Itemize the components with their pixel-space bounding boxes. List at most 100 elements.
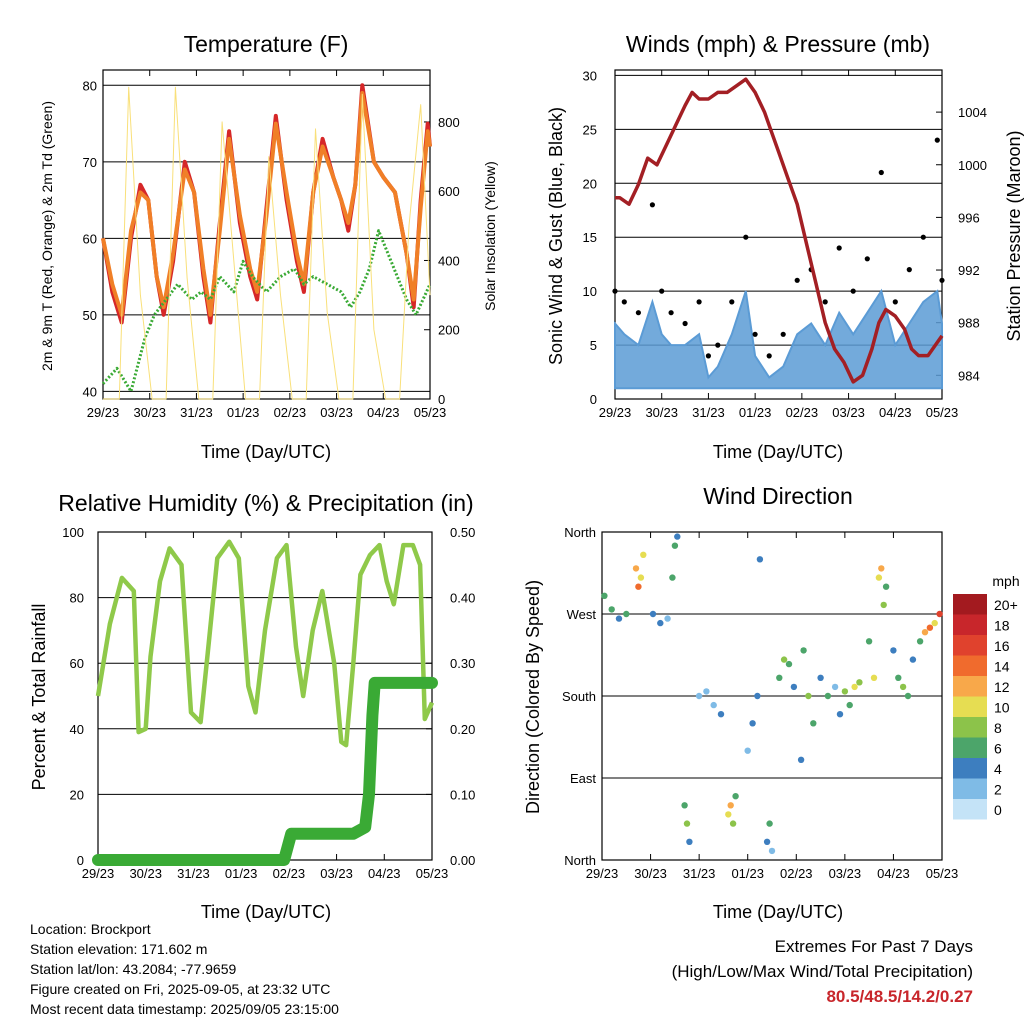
winds-y2-tick-label: 996 [958, 210, 980, 225]
temperature-right-axis-label: Solar Insolation (Yellow) [482, 161, 498, 311]
winds-gust-point [939, 277, 945, 283]
winds-gust-point [635, 310, 642, 316]
direction-point [744, 747, 751, 754]
direction-x-axis-label: Time (Day/UTC) [713, 902, 843, 922]
temperature-panel: Temperature (F) 2m & 9m T (Red, Orange) … [39, 31, 498, 462]
legend-label: 8 [994, 720, 1002, 736]
station-latlon: Station lat/lon: 43.2084; -77.9659 [30, 961, 237, 977]
direction-point [725, 811, 732, 818]
winds-gust-point [766, 353, 772, 359]
winds-title: Winds (mph) & Pressure (mb) [626, 31, 930, 57]
temperature-title: Temperature (F) [184, 31, 349, 57]
direction-point [703, 688, 710, 695]
humidity-series-total-precipitation [92, 676, 438, 866]
legend-label: 4 [994, 761, 1002, 777]
humidity-y-tick-label: 60 [70, 656, 84, 671]
humidity-x-tick-label: 02/23 [273, 866, 306, 881]
temperature-series-solar-insolation [103, 86, 431, 400]
direction-y-tick-label: South [562, 689, 596, 704]
winds-gust-point [659, 288, 665, 294]
direction-point [649, 610, 657, 618]
legend-swatch [953, 799, 987, 820]
winds-gust-point [822, 299, 828, 305]
humidity-left-axis-label: Percent & Total Rainfall [29, 604, 49, 791]
legend-label: 10 [994, 700, 1010, 716]
speed-color-legend: mph 20+ 18 16 14 12 10 8 6 4 2 0 [953, 573, 1020, 820]
temperature-x-tick-label: 05/23 [414, 405, 447, 420]
temperature-y2-tick-label: 400 [438, 253, 460, 268]
direction-point [756, 556, 764, 563]
humidity-y-tick-label: 0 [77, 853, 84, 868]
winds-y-tick-label: 15 [583, 230, 597, 245]
direction-point [856, 679, 863, 686]
winds-y2-tick-label: 988 [958, 316, 980, 331]
winds-gust-point [715, 342, 721, 348]
legend-label: 18 [994, 618, 1010, 634]
direction-point [805, 692, 812, 700]
direction-point [909, 656, 917, 663]
winds-gust-point [934, 137, 940, 143]
direction-point [846, 701, 853, 709]
legend-swatch [953, 758, 987, 779]
direction-point [640, 551, 647, 558]
humidity-y2-tick-label: 0.30 [450, 656, 475, 671]
direction-point [904, 692, 912, 700]
direction-point [882, 583, 890, 590]
temperature-y2-tick-label: 200 [438, 323, 460, 338]
legend-swatch [953, 614, 987, 635]
winds-gust-point [729, 299, 735, 305]
direction-y-tick-label: West [567, 607, 597, 622]
station-location: Location: Brockport [30, 921, 151, 937]
legend-label: 20+ [994, 597, 1018, 613]
winds-gust-point [649, 202, 656, 208]
direction-x-tick-label: 31/23 [683, 866, 716, 881]
direction-point [865, 638, 873, 645]
winds-gust-point [892, 299, 898, 305]
extremes-values: 80.5/48.5/14.2/0.27 [826, 987, 973, 1006]
winds-gust-point [850, 288, 856, 294]
direction-point [664, 615, 671, 622]
winds-gust-point [794, 277, 800, 283]
temperature-x-tick-label: 31/23 [180, 405, 213, 420]
winds-y-tick-label: 10 [583, 284, 597, 299]
direction-x-tick-label: 02/23 [780, 866, 813, 881]
winds-y-tick-label: 25 [583, 122, 597, 137]
temperature-y2-tick-label: 0 [438, 392, 445, 407]
temperature-y-tick-label: 40 [83, 384, 97, 399]
most-recent-timestamp: Most recent data timestamp: 2025/09/05 2… [30, 1001, 339, 1017]
winds-series-station-pressure [615, 77, 944, 384]
direction-point [710, 701, 717, 709]
direction-point [880, 601, 887, 609]
humidity-series-relative-humidity [95, 539, 435, 748]
direction-point [780, 656, 788, 663]
direction-point [870, 674, 878, 681]
figure-created: Figure created on Fri, 2025-09-05, at 23… [30, 981, 331, 997]
direction-point [878, 565, 885, 572]
legend-swatch [953, 737, 987, 758]
winds-gust-point [668, 310, 674, 316]
station-info-block: Location: Brockport Station elevation: 1… [30, 919, 339, 1019]
winds-x-tick-label: 29/23 [599, 405, 632, 420]
winds-gust-point [878, 169, 884, 176]
winds-y2-tick-label: 1000 [958, 158, 987, 173]
temperature-y-tick-label: 60 [83, 231, 97, 246]
direction-point [895, 674, 902, 681]
winds-y-tick-label: 5 [590, 338, 597, 353]
legend-label: 2 [994, 782, 1002, 798]
direction-point [817, 674, 824, 681]
winds-gust-point [906, 267, 912, 273]
winds-x-axis-label: Time (Day/UTC) [713, 442, 843, 462]
humidity-y2-tick-label: 0.10 [450, 787, 475, 802]
winds-pressure-panel: Winds (mph) & Pressure (mb) Sonic Wind &… [546, 31, 1024, 462]
direction-point [717, 711, 725, 718]
direction-x-tick-label: 04/23 [877, 866, 910, 881]
direction-point [632, 565, 640, 572]
winds-gust-point [920, 234, 926, 240]
direction-point [732, 793, 739, 800]
direction-point [810, 720, 817, 727]
direction-point [601, 592, 608, 599]
wind-direction-panel: Wind Direction Direction (Colored By Spe… [523, 483, 1020, 922]
legend-swatch [953, 676, 987, 697]
humidity-x-tick-label: 30/23 [129, 866, 162, 881]
